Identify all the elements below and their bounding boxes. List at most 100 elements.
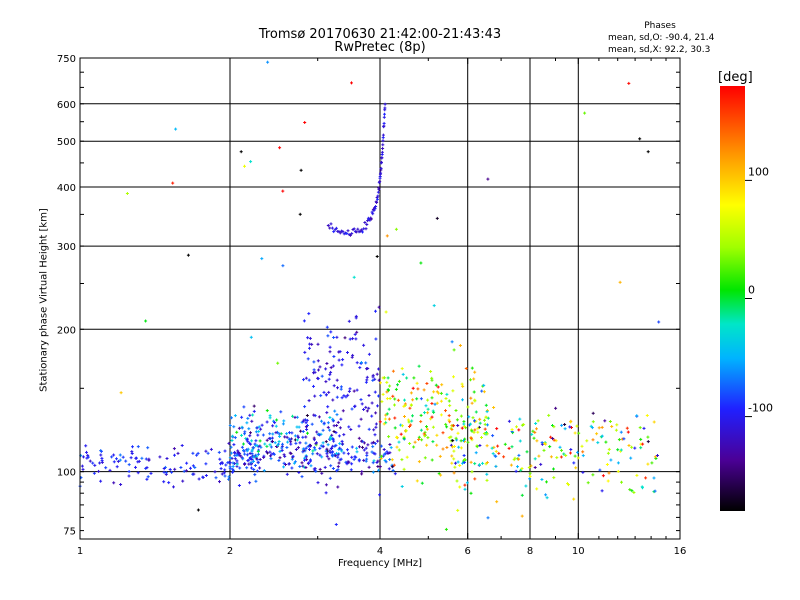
- data-point: [245, 449, 249, 453]
- data-point: [320, 419, 323, 423]
- data-point: [303, 350, 307, 354]
- data-point: [170, 470, 174, 474]
- data-point: [336, 386, 339, 390]
- data-point: [426, 407, 430, 411]
- data-point: [470, 470, 474, 474]
- axis-ticks: 1 2 4 6 8 10 16 75 100 200 300 400 500 600 750: [57, 54, 686, 557]
- data-point: [507, 446, 511, 450]
- data-point: [337, 358, 341, 362]
- data-point: [267, 436, 271, 440]
- data-point: [449, 435, 453, 439]
- data-point: [321, 441, 325, 445]
- data-point: [601, 474, 605, 478]
- data-point: [419, 420, 423, 424]
- data-point: [144, 457, 148, 461]
- data-point: [581, 470, 585, 474]
- data-point: [635, 473, 639, 477]
- data-point: [395, 445, 399, 449]
- data-point: [378, 493, 381, 497]
- data-point: [620, 480, 623, 484]
- colorbar-ticks: 100 0 -100: [745, 165, 773, 418]
- x-tick-label: 2: [227, 546, 233, 557]
- data-point: [228, 461, 232, 465]
- data-point: [293, 415, 297, 419]
- data-point: [552, 476, 556, 480]
- data-point: [218, 480, 221, 484]
- data-point: [486, 423, 489, 427]
- data-point: [485, 410, 489, 414]
- data-point: [247, 458, 251, 462]
- data-point: [365, 375, 369, 379]
- data-point: [653, 489, 657, 493]
- data-point: [233, 436, 237, 440]
- data-point: [607, 471, 611, 475]
- data-point: [350, 445, 354, 449]
- data-point: [364, 405, 368, 409]
- data-point: [569, 448, 573, 451]
- data-point: [115, 457, 118, 461]
- data-point: [339, 385, 343, 389]
- data-point: [332, 336, 336, 339]
- data-point: [397, 440, 401, 444]
- data-point: [241, 457, 245, 461]
- data-point: [332, 230, 336, 234]
- data-point: [400, 367, 404, 371]
- data-point: [373, 377, 377, 381]
- data-point: [350, 462, 354, 466]
- data-point: [131, 445, 134, 449]
- data-point: [329, 330, 333, 334]
- data-point: [569, 451, 572, 455]
- data-point: [197, 477, 201, 481]
- data-point: [617, 438, 621, 442]
- data-point: [354, 337, 358, 341]
- data-point: [434, 383, 438, 387]
- data-point: [231, 464, 235, 468]
- data-point: [372, 440, 376, 444]
- data-point: [299, 168, 303, 172]
- data-point: [342, 451, 346, 455]
- data-point: [320, 374, 324, 378]
- data-point: [336, 455, 340, 459]
- data-point: [324, 440, 328, 444]
- data-point: [341, 230, 345, 234]
- data-point: [259, 445, 263, 449]
- data-point: [84, 444, 88, 448]
- data-point: [353, 332, 357, 336]
- y-tick-label: 300: [57, 242, 76, 253]
- data-point: [282, 419, 286, 423]
- data-point: [127, 463, 131, 467]
- data-point: [302, 319, 306, 323]
- data-point: [224, 463, 228, 467]
- data-point: [331, 419, 335, 423]
- data-point: [364, 446, 368, 450]
- data-point: [223, 474, 227, 478]
- data-point: [294, 441, 298, 445]
- data-point: [409, 423, 413, 427]
- data-point: [393, 397, 397, 401]
- data-point: [435, 401, 439, 405]
- data-point: [591, 473, 595, 477]
- data-point: [218, 457, 222, 461]
- data-point: [374, 309, 377, 313]
- data-point: [268, 450, 272, 454]
- data-point: [456, 460, 460, 464]
- data-point: [355, 330, 359, 334]
- data-point: [436, 385, 440, 389]
- data-point: [298, 441, 302, 445]
- data-point: [296, 435, 300, 439]
- data-point: [304, 435, 308, 439]
- data-point: [484, 415, 488, 419]
- data-point: [294, 448, 298, 451]
- data-point: [243, 430, 247, 434]
- data-point: [312, 467, 316, 471]
- data-point: [509, 463, 513, 467]
- data-point: [127, 474, 131, 478]
- data-point: [350, 81, 353, 85]
- data-point: [282, 465, 286, 469]
- data-point: [291, 414, 294, 418]
- data-point: [580, 444, 584, 448]
- data-point: [415, 397, 419, 401]
- data-point: [140, 456, 144, 460]
- data-point: [328, 476, 332, 480]
- data-point: [119, 483, 123, 486]
